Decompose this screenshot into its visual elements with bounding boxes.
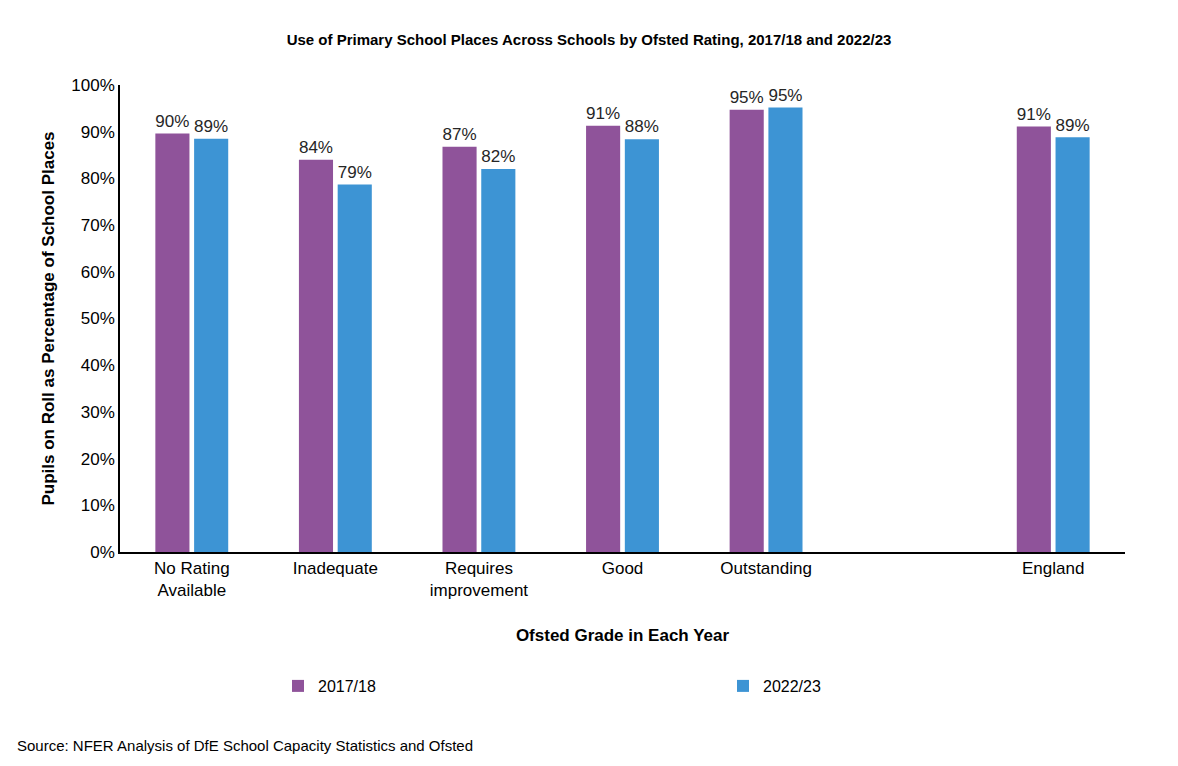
svg-text:2022/23: 2022/23 [763, 678, 821, 695]
svg-text:Requiresimprovement: Requiresimprovement [430, 559, 529, 600]
svg-text:60%: 60% [81, 263, 115, 282]
svg-text:82%: 82% [481, 147, 515, 166]
svg-text:87%: 87% [442, 125, 476, 144]
svg-text:88%: 88% [625, 117, 659, 136]
svg-text:Inadequate: Inadequate [293, 559, 378, 578]
svg-text:Outstanding: Outstanding [720, 559, 812, 578]
svg-text:80%: 80% [81, 169, 115, 188]
svg-text:91%: 91% [1017, 105, 1051, 124]
svg-text:0%: 0% [90, 543, 115, 562]
svg-text:95%: 95% [768, 86, 802, 105]
svg-text:30%: 30% [81, 403, 115, 422]
svg-text:89%: 89% [1056, 116, 1090, 135]
svg-text:10%: 10% [81, 496, 115, 515]
svg-text:Pupils on Roll as Percentage o: Pupils on Roll as Percentage of School P… [39, 131, 58, 505]
svg-text:No RatingAvailable: No RatingAvailable [154, 559, 230, 600]
svg-text:40%: 40% [81, 356, 115, 375]
svg-text:Ofsted Grade in Each Year: Ofsted Grade in Each Year [516, 626, 730, 645]
svg-text:84%: 84% [299, 138, 333, 157]
svg-text:90%: 90% [81, 123, 115, 142]
svg-text:Good: Good [602, 559, 644, 578]
svg-text:90%: 90% [155, 112, 189, 131]
svg-text:91%: 91% [586, 104, 620, 123]
svg-text:Source: NFER Analysis of DfE S: Source: NFER Analysis of DfE School Capa… [17, 737, 473, 754]
svg-text:20%: 20% [81, 450, 115, 469]
svg-text:50%: 50% [81, 309, 115, 328]
svg-text:100%: 100% [71, 76, 114, 95]
svg-text:89%: 89% [194, 117, 228, 136]
svg-text:England: England [1022, 559, 1084, 578]
svg-text:70%: 70% [81, 216, 115, 235]
svg-text:95%: 95% [730, 88, 764, 107]
svg-text:2017/18: 2017/18 [318, 678, 376, 695]
svg-text:Use of Primary School Places A: Use of Primary School Places Across Scho… [287, 31, 892, 48]
svg-text:79%: 79% [338, 163, 372, 182]
